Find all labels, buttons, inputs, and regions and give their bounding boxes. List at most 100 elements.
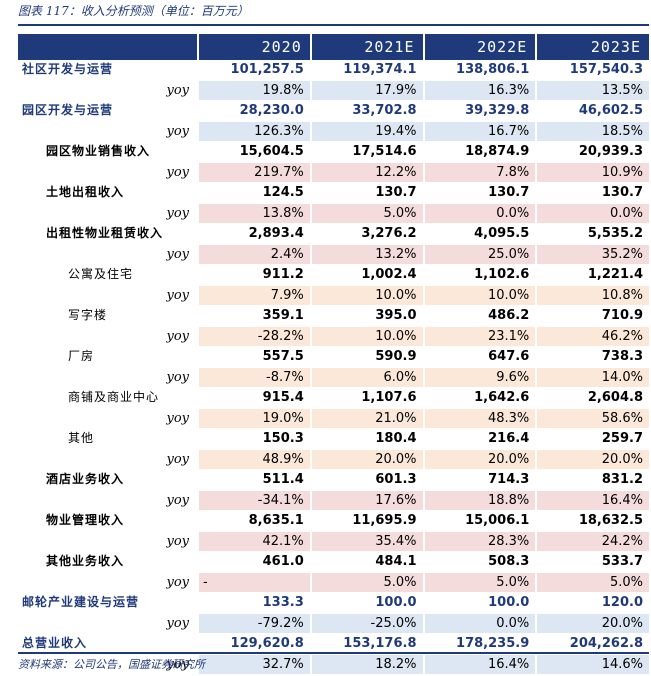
row-label: 园区物业销售收入 xyxy=(18,141,199,163)
revenue-forecast-table: 2020 2021E 2022E 2023E 社区开发与运营 101,257.5 1… xyxy=(18,34,649,675)
yoy-cell: 10.0% xyxy=(423,285,538,306)
yoy-cell: 19.0% xyxy=(198,408,312,429)
value-cell: 100.0 xyxy=(310,592,425,614)
value-cell: 508.3 xyxy=(423,551,538,573)
value-cell: 130.7 xyxy=(310,182,425,204)
row-label: 物业管理收入 xyxy=(18,510,199,532)
yoy-cell: 17.9% xyxy=(310,80,425,101)
value-cell: 157,540.3 xyxy=(536,60,649,81)
yoy-cell: 5.0% xyxy=(310,203,425,224)
value-cell: 150.3 xyxy=(198,428,312,450)
yoy-cell: 10.0% xyxy=(310,285,425,306)
value-cell: 216.4 xyxy=(423,428,538,450)
yoy-cell: 20.0% xyxy=(310,449,425,470)
value-cell: 5,535.2 xyxy=(536,223,649,245)
source-note: 资料来源：公司公告，国盛证券研究所 xyxy=(18,658,205,671)
value-cell: 915.4 xyxy=(198,387,312,409)
yoy-cell: 5.0% xyxy=(536,572,649,593)
yoy-label: yoy xyxy=(18,572,199,593)
value-cell: 259.7 xyxy=(536,428,649,450)
row-label: 商铺及商业中心 xyxy=(18,387,199,409)
value-cell: 710.9 xyxy=(536,305,649,327)
value-cell: 511.4 xyxy=(198,469,312,491)
yoy-row: yoy 219.7% 12.2% 7.8% 10.9% xyxy=(18,162,649,183)
value-cell: 738.3 xyxy=(536,346,649,368)
yoy-cell: 25.0% xyxy=(423,244,538,265)
yoy-cell: 0.0% xyxy=(423,613,538,634)
yoy-cell: 19.8% xyxy=(198,80,312,101)
value-cell: 4,095.5 xyxy=(423,223,538,245)
yoy-label: yoy xyxy=(18,449,199,470)
yoy-cell: 28.3% xyxy=(423,531,538,552)
yoy-cell: 12.2% xyxy=(310,162,425,183)
table-row: 厂房 557.5 590.9 647.6 738.3 xyxy=(18,346,649,368)
yoy-cell: -79.2% xyxy=(198,613,312,634)
yoy-row: yoy 42.1% 35.4% 28.3% 24.2% xyxy=(18,531,649,552)
yoy-label: yoy xyxy=(18,121,199,142)
row-label: 写字楼 xyxy=(18,305,199,327)
yoy-row: yoy 19.8% 17.9% 16.3% 13.5% xyxy=(18,80,649,101)
table-row: 总营业收入 129,620.8 153,176.8 178,235.9 204,262.… xyxy=(18,633,649,655)
yoy-cell: 10.9% xyxy=(536,162,649,183)
table-row: 出租性物业租赁收入 2,893.4 3,276.2 4,095.5 5,535.2 xyxy=(18,223,649,245)
value-cell: 17,514.6 xyxy=(310,141,425,163)
table-row: 其他业务收入 461.0 484.1 508.3 533.7 xyxy=(18,551,649,573)
yoy-label: yoy xyxy=(18,162,199,183)
yoy-cell: 9.6% xyxy=(423,367,538,388)
value-cell: 714.3 xyxy=(423,469,538,491)
row-label: 酒店业务收入 xyxy=(18,469,199,491)
yoy-cell: 20.0% xyxy=(536,449,649,470)
value-cell: 46,602.5 xyxy=(536,100,649,122)
value-cell: 119,374.1 xyxy=(310,60,425,81)
table-body: 社区开发与运营 101,257.5 119,374.1 138,806.1 157,54… xyxy=(18,60,649,675)
table-row: 酒店业务收入 511.4 601.3 714.3 831.2 xyxy=(18,469,649,491)
row-label: 邮轮产业建设与运营 xyxy=(18,592,199,614)
yoy-cell: -34.1% xyxy=(198,490,312,511)
value-cell: 138,806.1 xyxy=(423,60,538,81)
yoy-cell: 16.4% xyxy=(423,654,538,675)
value-cell: 20,939.3 xyxy=(536,141,649,163)
value-cell: 204,262.8 xyxy=(536,633,649,655)
value-cell: 1,107.6 xyxy=(310,387,425,409)
yoy-label: yoy xyxy=(18,244,199,265)
yoy-cell: 20.0% xyxy=(423,449,538,470)
row-label: 总营业收入 xyxy=(18,633,199,655)
yoy-cell: 10.8% xyxy=(536,285,649,306)
table-row: 公寓及住宅 911.2 1,002.4 1,102.6 1,221.4 xyxy=(18,264,649,286)
value-cell: 359.1 xyxy=(198,305,312,327)
figure-caption: 图表 117：收入分析预测（单位：百万元） xyxy=(18,4,249,18)
yoy-cell: 21.0% xyxy=(310,408,425,429)
yoy-cell: 219.7% xyxy=(198,162,312,183)
yoy-label: yoy xyxy=(18,326,199,347)
header-blank xyxy=(18,34,199,60)
table-row: 土地出租收入 124.5 130.7 130.7 130.7 xyxy=(18,182,649,204)
yoy-cell: 16.7% xyxy=(423,121,538,142)
value-cell: 18,874.9 xyxy=(423,141,538,163)
yoy-cell: 58.6% xyxy=(536,408,649,429)
yoy-cell: 5.0% xyxy=(423,572,538,593)
yoy-row: yoy -8.7% 6.0% 9.6% 14.0% xyxy=(18,367,649,388)
yoy-cell: 10.0% xyxy=(310,326,425,347)
value-cell: 484.1 xyxy=(310,551,425,573)
yoy-cell: 2.4% xyxy=(198,244,312,265)
yoy-row: yoy -34.1% 17.6% 18.8% 16.4% xyxy=(18,490,649,511)
value-cell: 590.9 xyxy=(310,346,425,368)
table-row: 园区开发与运营 28,230.0 33,702.8 39,329.8 46,602.5 xyxy=(18,100,649,122)
yoy-cell: 13.2% xyxy=(310,244,425,265)
yoy-cell: 5.0% xyxy=(310,572,425,593)
value-cell: 601.3 xyxy=(310,469,425,491)
value-cell: 15,604.5 xyxy=(198,141,312,163)
yoy-label: yoy xyxy=(18,613,199,634)
yoy-cell: 35.2% xyxy=(536,244,649,265)
header-row: 2020 2021E 2022E 2023E xyxy=(18,34,649,60)
yoy-cell: 7.8% xyxy=(423,162,538,183)
header-year: 2020 xyxy=(198,34,312,60)
value-cell: 486.2 xyxy=(423,305,538,327)
yoy-cell: 17.6% xyxy=(310,490,425,511)
value-cell: 1,002.4 xyxy=(310,264,425,286)
yoy-cell: -8.7% xyxy=(198,367,312,388)
value-cell: 11,695.9 xyxy=(310,510,425,532)
yoy-row: yoy 48.9% 20.0% 20.0% 20.0% xyxy=(18,449,649,470)
table-row: 其他 150.3 180.4 216.4 259.7 xyxy=(18,428,649,450)
yoy-cell: 19.4% xyxy=(310,121,425,142)
